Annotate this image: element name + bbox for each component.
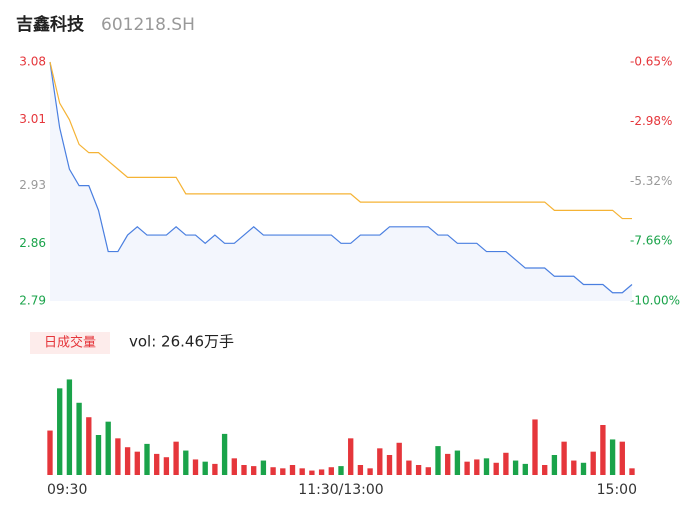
stock-name: 吉鑫科技 bbox=[16, 14, 85, 35]
series-line bbox=[49, 61, 633, 294]
volume-bar bbox=[406, 460, 412, 475]
y-tick-label: 2.79 bbox=[19, 294, 46, 308]
volume-bar bbox=[163, 457, 170, 475]
x-tick-label: 11:30/13:00 bbox=[298, 482, 383, 498]
volume-bar bbox=[396, 442, 402, 475]
volume-bar bbox=[542, 465, 548, 475]
volume-bar bbox=[435, 446, 441, 475]
volume-bar bbox=[415, 465, 422, 475]
y-tick-label: 3.01 bbox=[19, 112, 46, 126]
volume-bar bbox=[309, 470, 315, 475]
volume-bar bbox=[532, 419, 538, 475]
volume-bar bbox=[619, 441, 625, 475]
price-area bbox=[50, 62, 632, 301]
volume-bar bbox=[445, 453, 451, 475]
volume-bar bbox=[124, 447, 131, 475]
volume-bar bbox=[154, 453, 160, 475]
volume-bar bbox=[95, 435, 102, 475]
x-tick-label: 09:30 bbox=[47, 482, 87, 498]
volume-bar bbox=[241, 465, 247, 475]
y-tick-label: 3.08 bbox=[19, 55, 46, 69]
volume-bar bbox=[474, 459, 480, 475]
volume-bar bbox=[299, 468, 305, 475]
volume-bar bbox=[609, 439, 616, 475]
y-tick-label: 2.93 bbox=[19, 178, 46, 192]
volume-bar bbox=[454, 450, 461, 475]
volume-bar bbox=[183, 450, 189, 475]
y2-tick-label: -5.32% bbox=[630, 174, 672, 188]
legend-box bbox=[30, 332, 110, 354]
volume-bar bbox=[134, 451, 140, 475]
stock-code: 601218.SH bbox=[101, 15, 195, 35]
volume-bar bbox=[629, 468, 635, 475]
x-tick-label: 15:00 bbox=[597, 482, 637, 498]
y2-tick-label: -2.98% bbox=[630, 114, 672, 128]
volume-bar bbox=[221, 433, 228, 475]
y-tick-label: 2.86 bbox=[19, 236, 46, 250]
volume-bar bbox=[289, 465, 296, 475]
volume-bar bbox=[386, 455, 393, 475]
y2-tick-label: -10.00% bbox=[630, 294, 680, 308]
volume-bar bbox=[212, 463, 218, 475]
volume-bar bbox=[348, 438, 354, 475]
volume-bar bbox=[338, 466, 344, 475]
volume-bar bbox=[512, 460, 519, 475]
y2-tick-label: -0.65% bbox=[630, 55, 672, 69]
volume-bar bbox=[425, 467, 431, 475]
volume-bar bbox=[483, 458, 490, 475]
volume-bar bbox=[464, 461, 470, 475]
volume-bar bbox=[260, 460, 267, 475]
volume-bar bbox=[105, 421, 111, 475]
volume-bar bbox=[115, 438, 121, 475]
volume-bar bbox=[580, 462, 587, 475]
volume-bar bbox=[280, 468, 286, 475]
volume-bar bbox=[328, 467, 334, 475]
volume-bar bbox=[57, 388, 63, 475]
series-line bbox=[49, 61, 632, 220]
volume-bar bbox=[192, 459, 199, 475]
volume-bar bbox=[318, 469, 325, 475]
volume-bar bbox=[173, 441, 179, 475]
volume-bar bbox=[251, 466, 257, 475]
volume-legend: 日成交量 bbox=[44, 335, 96, 351]
volume-bar bbox=[367, 468, 373, 475]
volume-bar bbox=[377, 448, 383, 475]
volume-bar bbox=[231, 458, 237, 475]
y2-tick-label: -7.66% bbox=[630, 234, 672, 248]
volume-bar bbox=[522, 463, 528, 475]
volume-bar bbox=[600, 425, 606, 475]
volume-total: vol: 26.46万手 bbox=[129, 333, 234, 351]
volume-bar bbox=[66, 379, 73, 475]
volume-bar bbox=[76, 402, 82, 475]
volume-bar bbox=[86, 417, 92, 475]
volume-bar bbox=[493, 462, 499, 475]
volume-bar bbox=[571, 460, 577, 475]
volume-bar bbox=[357, 465, 364, 475]
volume-bar bbox=[144, 443, 150, 475]
volume-bar bbox=[590, 451, 596, 475]
volume-bar bbox=[270, 467, 276, 475]
volume-bar bbox=[561, 441, 567, 475]
volume-bar bbox=[47, 430, 53, 475]
volume-bar bbox=[202, 461, 208, 475]
volume-bar bbox=[503, 452, 509, 475]
volume-bar bbox=[551, 455, 558, 475]
